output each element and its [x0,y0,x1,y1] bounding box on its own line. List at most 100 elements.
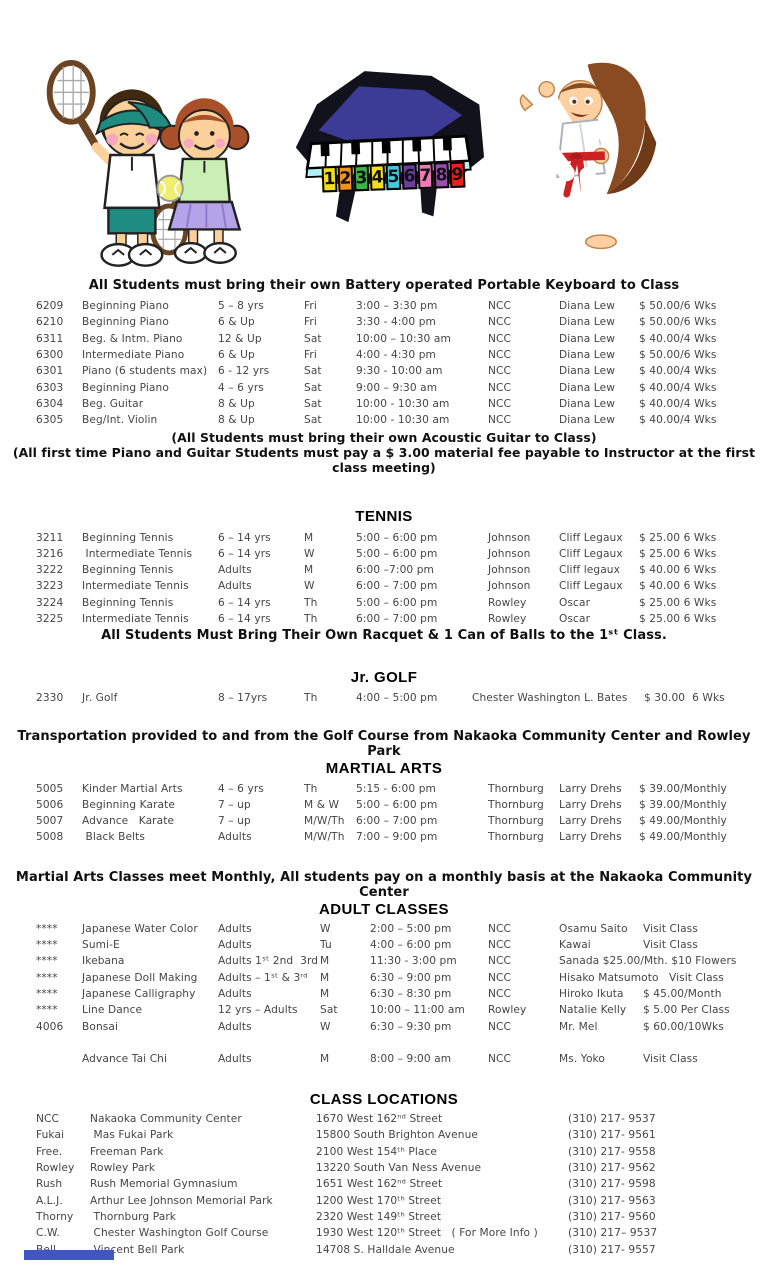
table-row: Rowley Rowley Park 13220 South Van Ness Av… [36,1160,744,1176]
table-cell: Nakaoka Community Center [90,1113,242,1126]
keyboard-note: All Students must bring their own Batter… [88,278,680,293]
table-cell: 5:00 – 6:00 pm [356,547,438,560]
table-cell: 1930 West 120ᵗʰ Street ( For More Info ) [316,1227,538,1240]
table-cell: M [304,531,314,544]
table-cell: $ 45.00/Month [643,987,722,1000]
table-cell: 2330 [36,692,64,705]
table-cell: Visit Class [643,1052,698,1065]
martial-arts-note: Martial Arts Classes meet Monthly, All s… [15,869,753,900]
table-cell: 8:00 – 9:00 am [370,1052,452,1065]
table-cell: Free. [36,1145,63,1158]
table-cell: Rush [36,1178,63,1191]
table-cell: Thornburg Park [90,1210,177,1223]
table-cell: 3223 [36,580,64,593]
table-cell: $ 25.00 6 Wks [639,531,717,544]
piano-number-tile: 5 [385,163,402,191]
table-cell: 6:30 – 8:30 pm [370,987,452,1000]
table-cell: 5005 [36,782,64,795]
table-cell: Larry Drehs [559,782,622,795]
table-cell: Advance Karate [82,815,175,828]
table-cell: Thornburg [488,815,544,828]
table-cell: 14708 S. Halldale Avenue [316,1243,455,1256]
table-cell: Sat [320,1004,338,1017]
table-cell: 5:15 - 6:00 pm [356,782,436,795]
table-cell: 6301 [36,365,64,378]
table-cell: $ 25.00 6 Wks [639,613,717,625]
table-cell: Sat [304,414,322,427]
table-cell: Adults [218,564,252,577]
piano-number-tile: 8 [433,162,450,189]
table-cell: Advance Tai Chi [82,1052,168,1065]
table-row: Free. Freeman Park 2100 West 154ᵗʰ Place (3… [36,1144,744,1160]
table-cell: Rowley [36,1162,75,1175]
table-cell: $ 40.00/4 Wks [639,414,717,427]
table-row: 3223 Intermediate Tennis Adults W 6:00 – 7:0… [36,578,744,594]
table-cell: Tu [320,939,332,952]
table-cell: Diana Lew [559,316,615,329]
table-cell: 5:00 – 6:00 pm [356,798,438,811]
table-cell: 7 – up [218,798,251,811]
table-cell: M & W [304,798,340,811]
table-cell: Diana Lew [559,397,615,410]
table-cell: NCC [488,955,512,968]
table-cell: $ 25.00 6 Wks [639,596,717,609]
footer-blue-bar [24,1250,114,1260]
table-cell: Th [304,782,318,795]
racquet-note: All Students Must Bring Their Own Racque… [101,628,667,644]
table-cell: Larry Drehs [559,798,622,811]
table-cell: 2100 West 154ᵗʰ Place [316,1145,437,1158]
table-cell: Diana Lew [559,414,615,427]
table-row: 6304 Beg. Guitar 8 & Up Sat 10:00 - 10:30 am… [36,396,744,412]
table-cell: (310) 217- 9557 [568,1243,656,1256]
table-cell: M/W/Th [304,831,345,844]
table-cell: Sat [304,397,322,410]
table-cell: 6304 [36,397,64,410]
table-cell: Rowley Park [90,1162,156,1175]
table-cell: Johnson [488,564,531,577]
table-cell: Chester Washington Golf Course [90,1227,269,1240]
table-cell: C.W. [36,1227,60,1240]
table-row: 6300 Intermediate Piano 6 & Up Fri 4:00 - 4:… [36,347,744,363]
table-row: Advance Tai Chi Adults M 8:00 – 9:00 am NCC M… [36,1051,744,1067]
table-cell: Adults [218,831,252,844]
table-row: 2330 Jr. Golf 8 – 17yrs Th 4:00 – 5:00 pm Che… [36,690,744,706]
table-cell: NCC [488,414,512,427]
table-cell: Mas Fukai Park [90,1129,174,1142]
table-cell: Osamu Saito [559,922,628,935]
table-cell: Th [304,613,318,625]
piano-number-tile: 9 [449,161,466,189]
table-cell: $ 40.00/4 Wks [639,381,717,394]
table-row: **** Line Dance 12 yrs – Adults Sat 10:00 – … [36,1002,744,1018]
table-cell: M [304,564,314,577]
table-cell: 8 – 17yrs [218,692,268,705]
table-cell: 5006 [36,798,64,811]
table-cell: Johnson [488,531,531,544]
table-cell: Johnson [488,580,531,593]
table-cell: **** [36,971,58,984]
table-cell: 3:30 - 4:00 pm [356,316,436,329]
table-cell: Fri [304,349,317,362]
table-cell: Vincent Bell Park [90,1243,185,1256]
table-cell: Beg. Guitar [82,397,144,410]
table-cell: (310) 217- 9537 [568,1113,656,1126]
table-cell: 4:00 – 5:00 pm [356,692,438,705]
table-cell: Rush Memorial Gymnasium [90,1178,238,1191]
table-cell: Bonsai [82,1020,119,1033]
table-cell: Beginning Tennis [82,564,174,577]
table-row: 5006 Beginning Karate 7 – up M & W 5:00 – 6:… [36,797,744,813]
table-cell: Th [304,692,318,705]
table-cell: 12 yrs – Adults [218,1004,298,1017]
music-classes-table: 6209 Beginning Piano 5 – 8 yrs Fri 3:00 – 3:… [0,298,768,428]
table-cell: Th [304,596,318,609]
table-cell: Rowley [488,1004,527,1017]
piano-number-tile: 2 [337,165,354,192]
table-cell: W [320,922,331,935]
table-cell: Adults [218,1052,252,1065]
table-cell: 3225 [36,613,64,625]
table-cell: Ms. Yoko [559,1052,605,1065]
table-cell: 7:00 – 9:00 pm [356,831,438,844]
table-cell: M [320,987,330,1000]
